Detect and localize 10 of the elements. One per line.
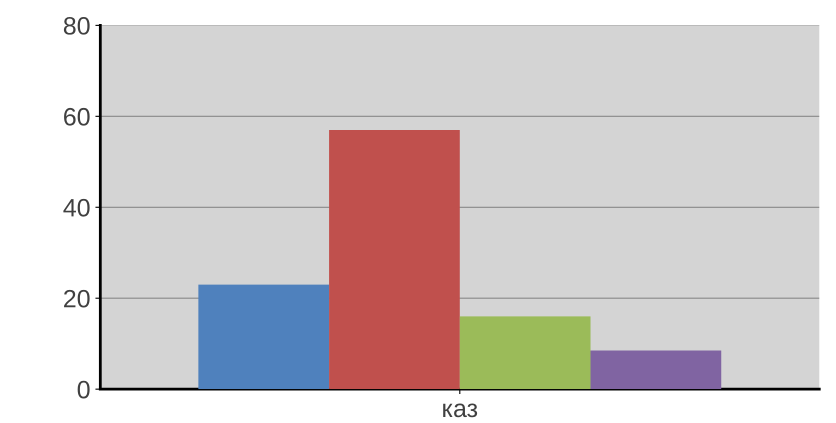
- bar: [198, 284, 330, 390]
- bar: [460, 316, 591, 390]
- y-tick-label: 20: [64, 290, 90, 308]
- bar: [329, 130, 460, 390]
- x-tick-label: каз: [443, 404, 478, 418]
- bar: [590, 350, 722, 390]
- y-tick-label: 40: [63, 198, 90, 217]
- y-tick-label: 80: [64, 16, 90, 35]
- y-tick-label: 0: [78, 380, 90, 398]
- y-tick-label: 60: [64, 108, 90, 126]
